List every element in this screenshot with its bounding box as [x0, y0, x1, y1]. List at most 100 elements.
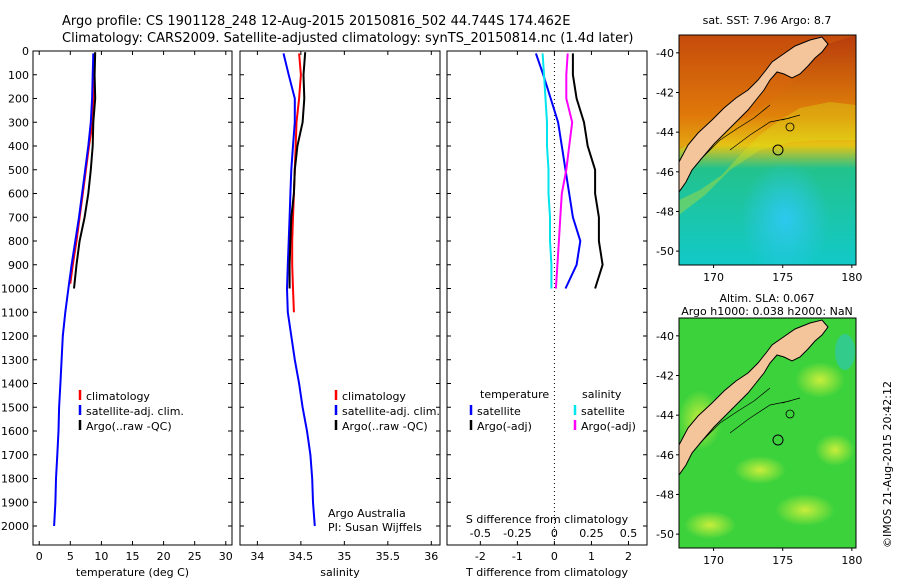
sal-x-tick-label: 34 — [250, 550, 264, 563]
diff-legend-label: satellite — [581, 405, 625, 418]
diff-x-tick-label: 2 — [625, 550, 632, 563]
sal-panel: 34 34.5 35 35.5 36 salinity climatology satelli… — [239, 50, 441, 579]
depth-tick-label: 100 — [8, 69, 29, 82]
sal-series-line — [288, 52, 307, 289]
sst-front — [679, 102, 856, 215]
sst-map-frame — [678, 34, 857, 266]
temp-x-tick-label: 0 — [36, 550, 43, 563]
temp-legend-label: climatology — [86, 390, 150, 403]
sal-diff-tick-label: -0.25 — [503, 527, 531, 540]
sst-map-axes: 170 175 180 -40 -42 -44 -46 -48 -50 — [656, 47, 862, 284]
temp-series-line — [53, 53, 95, 527]
sla-map-subtitle: Argo h1000: 0.038 h2000: NaN — [681, 305, 853, 318]
sal-x-tick-label: 36 — [424, 550, 438, 563]
depth-tick-label: 1300 — [1, 354, 29, 367]
sal-legend-label: Argo(..raw -QC) — [342, 420, 428, 433]
contour-ring — [785, 409, 795, 419]
diff-series-line — [541, 53, 553, 289]
sst-map-title: sat. SST: 7.96 Argo: 8.7 — [703, 14, 832, 27]
map-x-tick-label: 175 — [772, 554, 793, 567]
depth-tick-label: 1500 — [1, 401, 29, 414]
map-y-tick-label: -40 — [656, 47, 674, 60]
map-y-tick-label: -42 — [656, 87, 674, 100]
depth-tick-label: 700 — [8, 211, 29, 224]
depth-tick-label: 800 — [8, 235, 29, 248]
new-zealand-landmass — [679, 319, 829, 476]
sal-legend-label: climatology — [342, 390, 406, 403]
diff-x-tick-label: -1 — [512, 550, 523, 563]
diff-x-tick-label: 0 — [551, 550, 558, 563]
temp-x-tick-label: 5 — [67, 550, 74, 563]
depth-tick-label: 600 — [8, 188, 29, 201]
pi-text: PI: Susan Wijffels — [328, 521, 422, 534]
depth-tick-label: 300 — [8, 116, 29, 129]
map-y-tick-label: -44 — [656, 409, 674, 422]
depth-tick-label: 1600 — [1, 425, 29, 438]
temp-x-tick-label: 30 — [219, 550, 233, 563]
depth-tick-label: 1000 — [1, 283, 29, 296]
sla-map: Altim. SLA: 0.067 Argo h1000: 0.038 h200… — [656, 292, 862, 567]
depth-tick-label: 500 — [8, 164, 29, 177]
map-y-tick-label: -48 — [656, 205, 674, 218]
argo-position-marker — [772, 434, 784, 446]
temp-x-axis-label: temperature (deg C) — [76, 566, 189, 579]
sst-map: sat. SST: 7.96 Argo: 8.7 170 175 180 -40 -42… — [656, 14, 862, 284]
depth-tick-label: 1100 — [1, 306, 29, 319]
map-y-tick-label: -50 — [656, 245, 674, 258]
depth-tick-label: 1900 — [1, 496, 29, 509]
sal-legend-label: satellite-adj. clim. — [342, 405, 440, 418]
diff-legend-label: satellite — [477, 405, 521, 418]
depth-tick-label: 0 — [22, 45, 29, 58]
temp-x-tick-label: 15 — [126, 550, 140, 563]
temp-legend-label: Argo(..raw -QC) — [86, 420, 172, 433]
depth-tick-label: 1200 — [1, 330, 29, 343]
depth-tick-label: 200 — [8, 93, 29, 106]
diff-panel: -2 -1 0 1 2 T difference from climatology -0.5… — [446, 50, 648, 579]
map-x-tick-label: 170 — [703, 271, 724, 284]
sal-x-tick-label: 35 — [337, 550, 351, 563]
sla-high — [815, 434, 855, 466]
diff-legend-label: Argo(-adj) — [477, 420, 532, 433]
sla-high — [734, 456, 786, 484]
diff-legend-title: salinity — [582, 388, 622, 401]
temp-x-tick-label: 10 — [94, 550, 108, 563]
map-y-tick-label: -46 — [656, 449, 674, 462]
map-y-tick-label: -42 — [656, 370, 674, 383]
sal-x-tick-label: 34.5 — [289, 550, 314, 563]
depth-tick-label: 1800 — [1, 473, 29, 486]
sla-map-title: Altim. SLA: 0.067 — [719, 292, 814, 305]
diff-x-tick-label: 1 — [588, 550, 595, 563]
header-line-2: Climatology: CARS2009. Satellite-adjuste… — [62, 31, 634, 46]
sla-high — [795, 362, 845, 398]
diff-axes-frame — [446, 50, 648, 546]
sla-high — [775, 494, 835, 526]
map-x-tick-label: 180 — [841, 554, 862, 567]
temp-x-tick-label: 25 — [188, 550, 202, 563]
sal-diff-tick-label: -0.5 — [470, 527, 491, 540]
sla-map-axes: 170 175 180 -40 -42 -44 -46 -48 -50 — [656, 330, 862, 567]
sal-axes-frame — [239, 50, 441, 546]
diff-series-line — [554, 53, 574, 289]
argo-position-marker — [772, 144, 784, 156]
map-x-tick-label: 175 — [772, 271, 793, 284]
diff-legend-label: Argo(-adj) — [581, 420, 636, 433]
timestamp-stamp: ©IMOS 21-Aug-2015 20:42:12 — [881, 381, 894, 548]
temp-panel: 0 5 10 15 20 25 30 temperature (deg C) 0 100 200 30… — [1, 45, 233, 579]
sal-diff-tick-label: 0.5 — [620, 527, 638, 540]
temp-axes-frame — [32, 50, 233, 546]
map-y-tick-label: -40 — [656, 330, 674, 343]
depth-tick-label: 900 — [8, 259, 29, 272]
sal-series-line — [282, 53, 316, 527]
map-x-tick-label: 170 — [703, 554, 724, 567]
bathymetry-contours — [699, 387, 801, 444]
new-zealand-landmass — [679, 36, 829, 193]
depth-tick-label: 2000 — [1, 520, 29, 533]
map-y-tick-label: -50 — [656, 528, 674, 541]
depth-tick-label: 1400 — [1, 378, 29, 391]
depth-tick-label: 400 — [8, 140, 29, 153]
sal-diff-tick-label: 0.25 — [579, 527, 604, 540]
temp-x-tick-label: 20 — [157, 550, 171, 563]
map-y-tick-label: -48 — [656, 488, 674, 501]
diff-series-line — [571, 53, 604, 289]
